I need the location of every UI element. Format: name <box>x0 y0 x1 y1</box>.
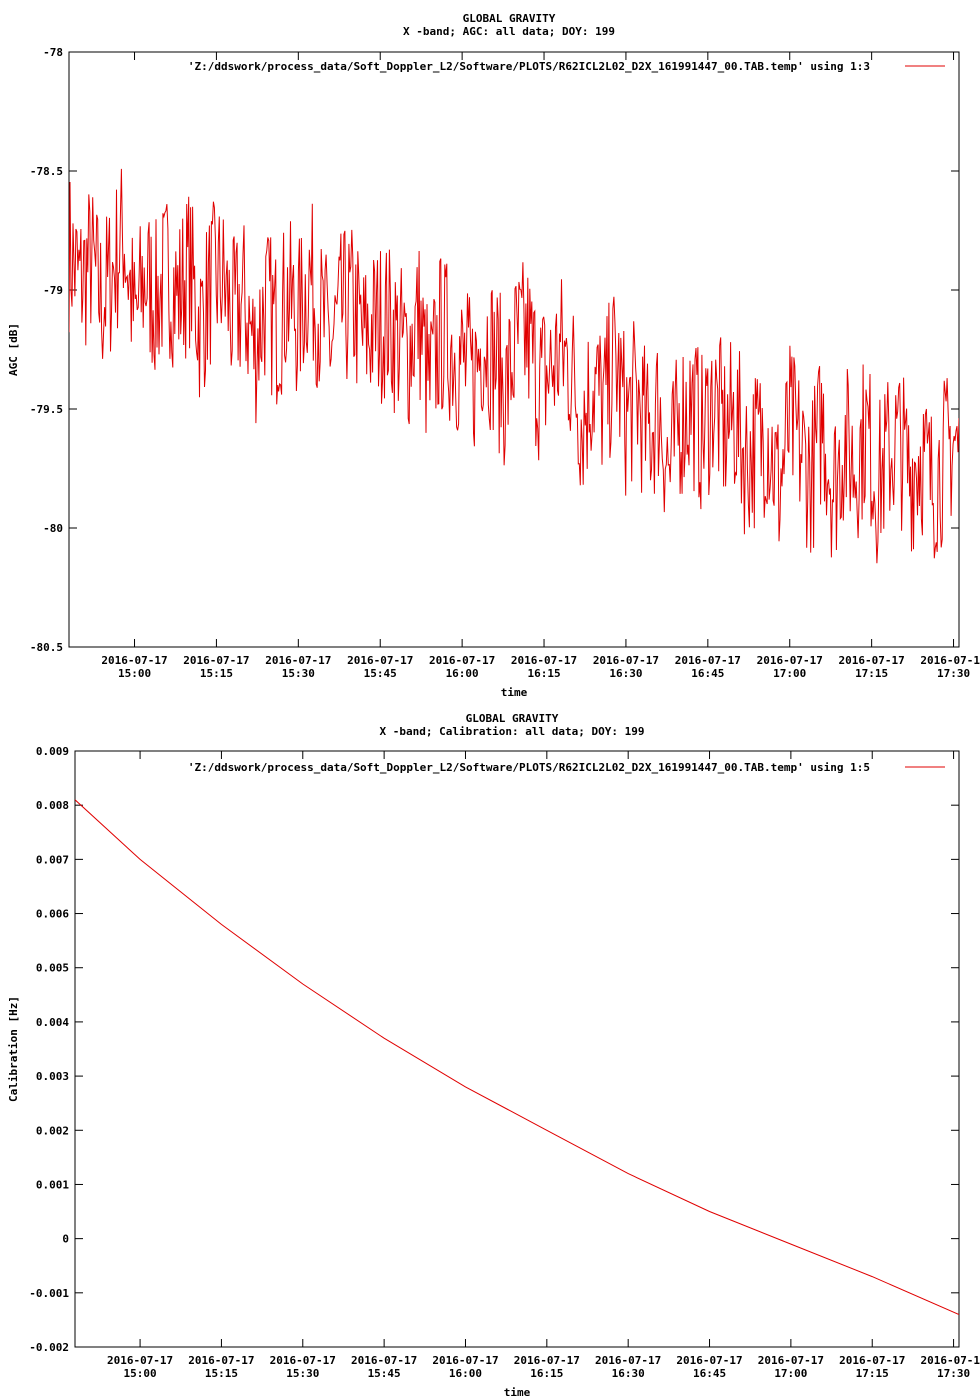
x-tick-date: 2016-07-17 <box>757 654 823 667</box>
x-tick-date: 2016-07-17 <box>107 1354 173 1367</box>
y-tick-label: -0.001 <box>29 1287 69 1300</box>
x-tick-time: 17:00 <box>774 1367 807 1380</box>
y-tick-label: 0 <box>62 1233 69 1246</box>
x-tick-time: 16:30 <box>609 667 642 680</box>
y-tick-label: 0.009 <box>36 745 69 758</box>
x-tick-date: 2016-07-17 <box>839 654 905 667</box>
plot-frame <box>68 51 960 648</box>
x-tick-date: 2016-07-17 <box>675 654 741 667</box>
x-tick-date: 2016-07-17 <box>270 1354 336 1367</box>
x-tick-time: 15:00 <box>124 1367 157 1380</box>
x-tick-time: 16:15 <box>530 1367 563 1380</box>
y-tick-label: -80 <box>43 522 63 535</box>
x-tick-date: 2016-07-17 <box>347 654 413 667</box>
y-tick-label: 0.002 <box>36 1124 69 1137</box>
x-tick-date: 2016-07-17 <box>593 654 659 667</box>
series-line <box>75 799 959 1315</box>
legend-label: 'Z:/ddswork/process_data/Soft_Doppler_L2… <box>188 60 870 73</box>
y-tick-label: 0.005 <box>36 962 69 975</box>
x-tick-time: 16:00 <box>446 667 479 680</box>
y-tick-label: -79.5 <box>30 403 63 416</box>
x-tick-date: 2016-07-17 <box>183 654 249 667</box>
x-tick-date: 2016-07-17 <box>920 1354 980 1367</box>
y-tick-label: 0.004 <box>36 1016 69 1029</box>
x-tick-time: 15:30 <box>282 667 315 680</box>
legend-label: 'Z:/ddswork/process_data/Soft_Doppler_L2… <box>188 761 870 774</box>
x-tick-date: 2016-07-17 <box>432 1354 498 1367</box>
y-axis-label: Calibration [Hz] <box>7 996 20 1102</box>
x-tick-time: 15:15 <box>205 1367 238 1380</box>
x-tick-time: 15:15 <box>200 667 233 680</box>
x-tick-date: 2016-07-17 <box>265 654 331 667</box>
x-tick-time: 17:30 <box>937 1367 970 1380</box>
y-tick-label: 0.003 <box>36 1070 69 1083</box>
x-axis-label: time <box>501 686 528 699</box>
chart-title: GLOBAL GRAVITY <box>463 12 556 25</box>
chart-title: GLOBAL GRAVITY <box>466 712 559 725</box>
x-tick-time: 16:00 <box>449 1367 482 1380</box>
chart-subtitle: X -band; AGC: all data; DOY: 199 <box>403 25 615 38</box>
series-line <box>69 168 959 564</box>
x-tick-time: 16:15 <box>527 667 560 680</box>
x-tick-date: 2016-07-17 <box>429 654 495 667</box>
y-tick-label: 0.001 <box>36 1178 69 1191</box>
x-tick-time: 15:30 <box>286 1367 319 1380</box>
y-tick-label: -78.5 <box>30 165 63 178</box>
x-tick-date: 2016-07-17 <box>351 1354 417 1367</box>
x-tick-date: 2016-07-17 <box>595 1354 661 1367</box>
y-axis-label: AGC [dB] <box>7 323 20 376</box>
x-tick-time: 16:45 <box>693 1367 726 1380</box>
x-tick-time: 16:45 <box>691 667 724 680</box>
x-tick-time: 15:00 <box>118 667 151 680</box>
x-tick-date: 2016-07-17 <box>839 1354 905 1367</box>
x-tick-time: 17:00 <box>773 667 806 680</box>
x-tick-time: 16:30 <box>612 1367 645 1380</box>
y-tick-label: 0.008 <box>36 799 69 812</box>
x-tick-date: 2016-07-17 <box>920 654 980 667</box>
x-tick-date: 2016-07-17 <box>514 1354 580 1367</box>
x-axis-label: time <box>504 1386 531 1399</box>
x-tick-time: 15:45 <box>368 1367 401 1380</box>
plot-frame <box>74 750 960 1348</box>
y-tick-label: 0.006 <box>36 908 69 921</box>
x-tick-time: 17:15 <box>856 1367 889 1380</box>
y-tick-label: 0.007 <box>36 853 69 866</box>
x-tick-time: 17:30 <box>937 667 970 680</box>
x-tick-date: 2016-07-17 <box>676 1354 742 1367</box>
x-tick-time: 17:15 <box>855 667 888 680</box>
x-tick-date: 2016-07-17 <box>511 654 577 667</box>
x-tick-date: 2016-07-17 <box>758 1354 824 1367</box>
x-tick-date: 2016-07-17 <box>101 654 167 667</box>
chart-subtitle: X -band; Calibration: all data; DOY: 199 <box>380 725 645 738</box>
y-tick-label: -0.002 <box>29 1341 69 1354</box>
y-tick-label: -79 <box>43 284 63 297</box>
x-tick-date: 2016-07-17 <box>188 1354 254 1367</box>
y-tick-label: -78 <box>43 46 63 59</box>
x-tick-time: 15:45 <box>364 667 397 680</box>
y-tick-label: -80.5 <box>30 641 63 654</box>
